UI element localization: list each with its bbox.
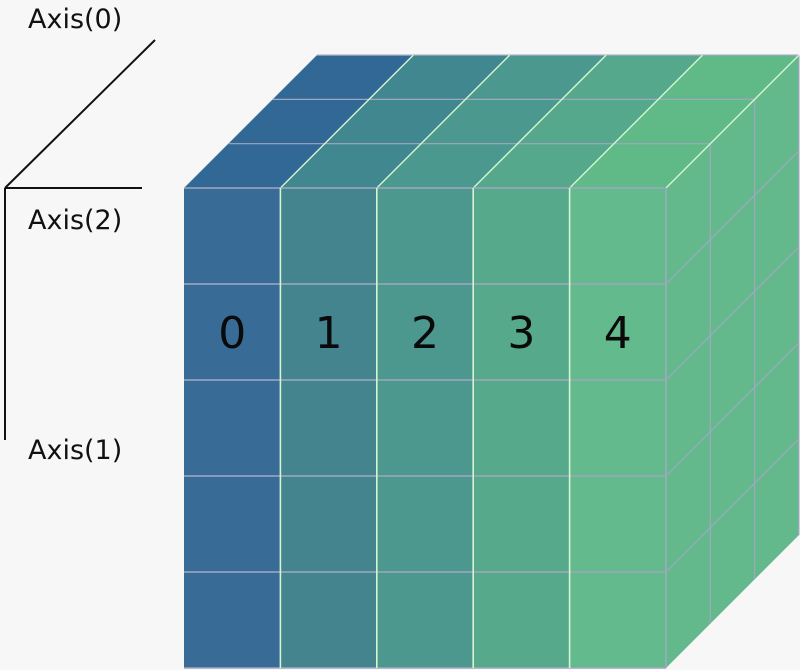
top-strip-col-3 [473,55,703,188]
cube-column-labels: 0 1 2 3 4 [218,308,632,359]
axis1-label: Axis(1) [28,435,123,466]
front-column-0 [184,188,281,668]
top-col-line [279,54,414,189]
axis2-label: Axis(2) [28,205,123,236]
column-label-4: 4 [604,308,632,359]
side-row-line [665,246,800,381]
top-col-line [665,54,800,189]
top-strip-col-4 [569,55,799,188]
cube-top-face [184,54,800,189]
front-column-3 [473,188,570,668]
top-strip-col-2 [376,55,607,188]
front-column-2 [376,188,474,668]
side-face-fill [666,55,799,669]
column-label-0: 0 [218,308,246,359]
top-strip-col-0 [184,55,414,188]
top-strip-col-1 [280,55,510,188]
axis0-line [4,39,156,189]
axis0-label: Axis(0) [28,4,123,35]
side-row-line [665,150,800,285]
top-col-line [472,54,607,189]
top-col-line [376,54,511,189]
axis-lines [4,39,156,440]
top-col-line [569,54,703,189]
cube-front-face [184,187,667,669]
front-column-4 [569,188,666,668]
column-label-2: 2 [411,308,439,359]
front-column-1 [280,188,377,668]
cube-side-face [665,55,800,669]
side-row-line [665,342,800,477]
column-label-3: 3 [507,308,535,359]
column-label-1: 1 [315,308,343,359]
side-row-line [665,438,800,573]
